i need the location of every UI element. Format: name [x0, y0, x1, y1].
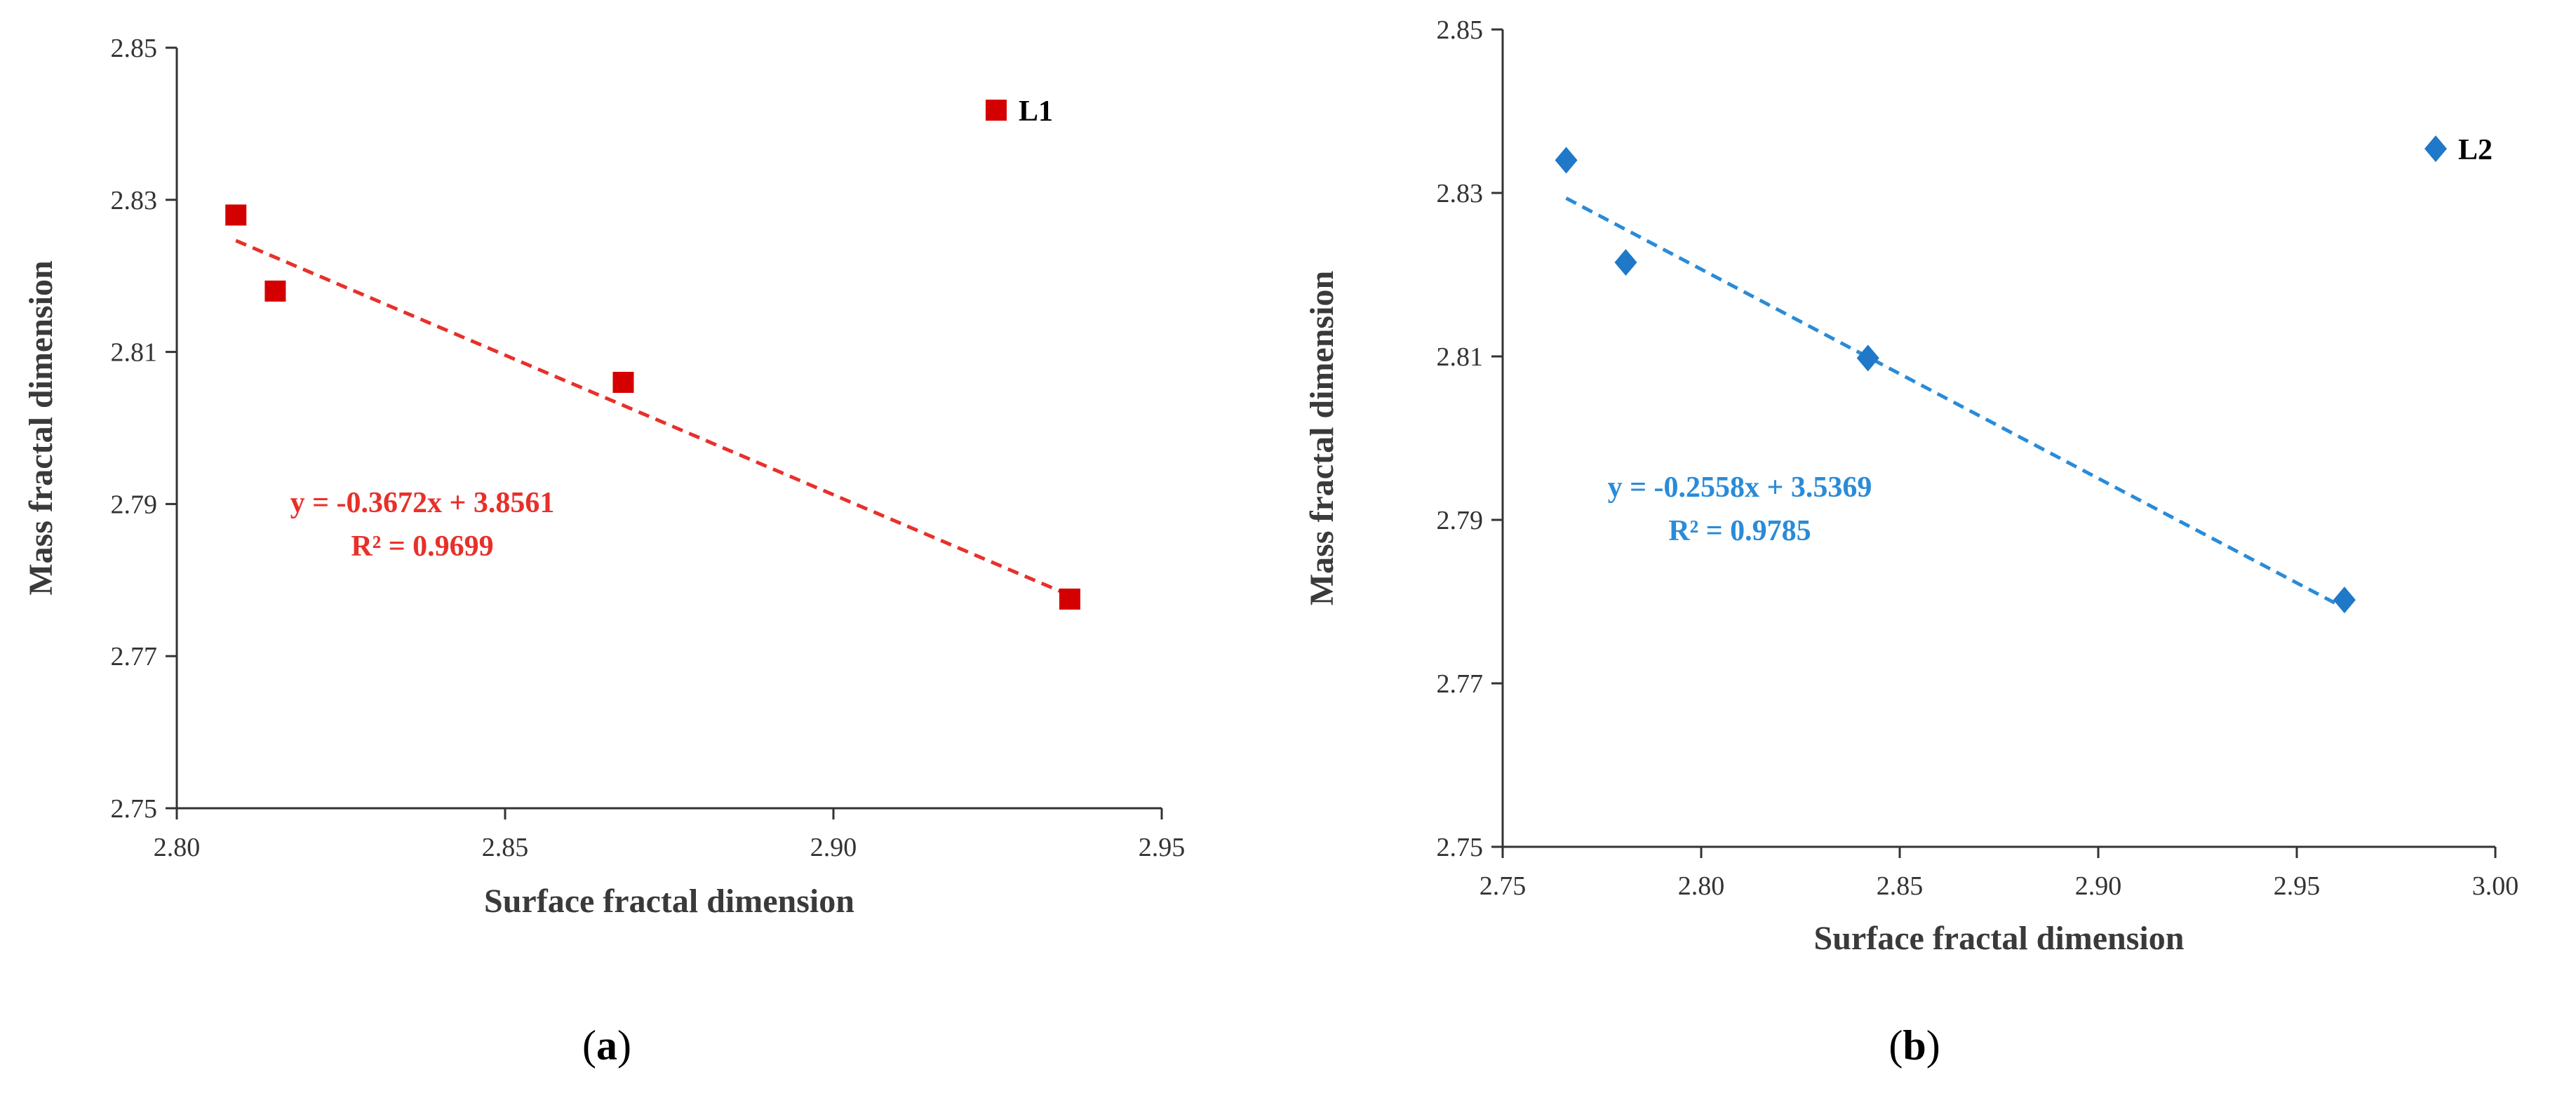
x-tick-label: 2.95 [2274, 871, 2321, 901]
data-point [1856, 344, 1879, 372]
legend-label: L1 [1019, 95, 1053, 128]
y-tick-label: 2.83 [1437, 179, 1484, 208]
x-tick-label: 3.00 [2472, 871, 2519, 901]
panel-label-close: ) [617, 1022, 631, 1069]
trendline-equation: y = -0.2558x + 3.5369 [1608, 471, 1872, 504]
x-axis-title: Surface fractal dimension [1814, 920, 2185, 957]
x-tick-label: 2.95 [1139, 833, 1186, 862]
trendline [235, 239, 1071, 597]
y-axis-title: Mass fractal dimension [1303, 271, 1341, 605]
y-tick-label: 2.77 [1437, 669, 1484, 699]
legend-marker [2424, 135, 2447, 162]
x-tick-label: 2.80 [154, 833, 201, 862]
x-tick-label: 2.85 [1877, 871, 1924, 901]
panel-label-letter: b [1903, 1022, 1926, 1069]
y-tick-label: 2.85 [1437, 15, 1484, 45]
panel-label-close: ) [1926, 1022, 1940, 1069]
data-point [612, 371, 634, 393]
data-point [1614, 249, 1637, 276]
y-tick-label: 2.75 [1437, 833, 1484, 862]
panel-label: (b) [1889, 1022, 1940, 1069]
x-tick-label: 2.75 [1480, 871, 1527, 901]
y-tick-label: 2.79 [111, 490, 158, 519]
panel-label-letter: a [596, 1022, 617, 1069]
x-tick-label: 2.90 [810, 833, 857, 862]
panel-label-open: ( [1889, 1022, 1903, 1069]
trendline-equation: y = -0.3672x + 3.8561 [290, 487, 555, 519]
x-tick-label: 2.80 [1678, 871, 1725, 901]
data-point [1555, 147, 1578, 174]
data-point [264, 280, 286, 302]
x-axis-title: Surface fractal dimension [484, 883, 854, 920]
data-point [1059, 588, 1080, 610]
chart-panel-b: 2.75 2.77 2.79 2.81 2.83 2.85 2.75 2.80 2.85 2.90… [1303, 15, 2518, 1069]
x-tick-label: 2.90 [2075, 871, 2122, 901]
y-tick-label: 2.83 [111, 186, 158, 215]
y-axis-title: Mass fractal dimension [22, 260, 60, 595]
y-tick-label: 2.81 [1437, 342, 1484, 372]
legend-marker [986, 100, 1007, 121]
trendline-r2: R² = 0.9785 [1668, 515, 1811, 547]
panel-label-open: ( [582, 1022, 596, 1069]
y-tick-label: 2.79 [1437, 506, 1484, 535]
trendline-r2: R² = 0.9699 [351, 530, 493, 563]
data-point [2333, 587, 2356, 614]
data-point [225, 204, 247, 226]
panel-label: (a) [582, 1022, 631, 1069]
x-tick-label: 2.85 [482, 833, 529, 862]
legend-label: L2 [2458, 134, 2493, 166]
chart-panel-a: 2.75 2.77 2.79 2.81 2.83 2.85 2.80 2.85 2.90 2.95… [22, 34, 1185, 1069]
y-tick-label: 2.75 [111, 794, 158, 824]
y-tick-label: 2.77 [111, 642, 158, 671]
y-tick-label: 2.81 [111, 338, 158, 368]
y-tick-label: 2.85 [111, 34, 158, 63]
trendline [1565, 196, 2346, 610]
